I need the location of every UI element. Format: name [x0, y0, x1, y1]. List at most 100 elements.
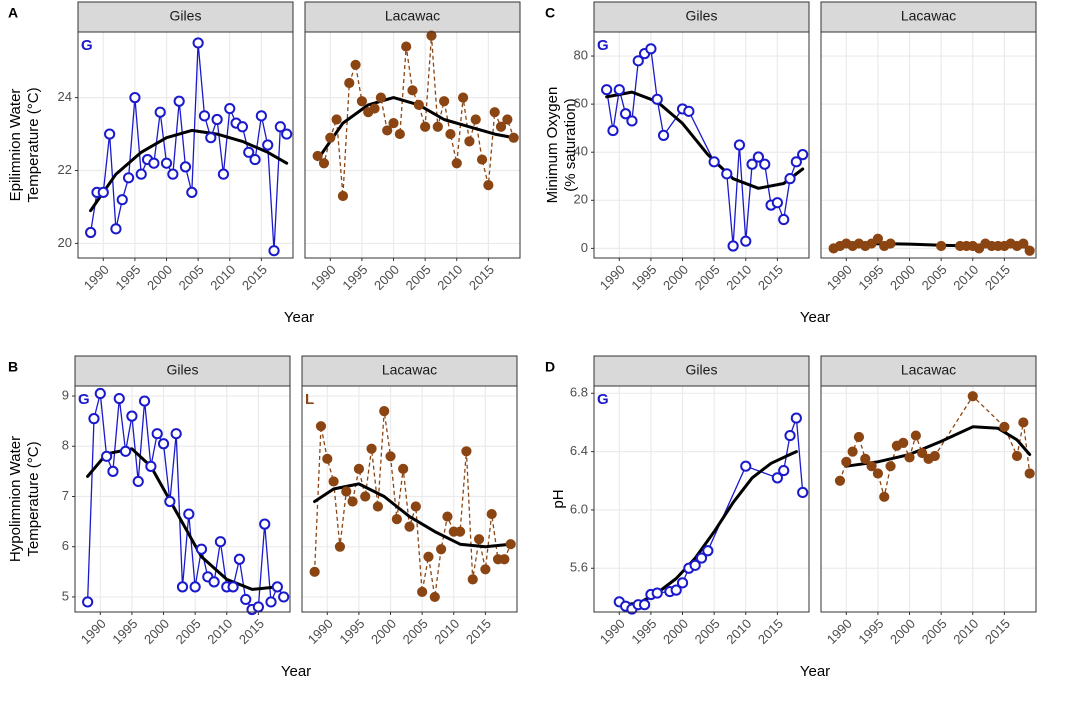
- x-tick-label: 2015: [755, 616, 786, 647]
- data-point: [917, 447, 928, 459]
- data-point: [651, 587, 663, 599]
- data-point: [236, 121, 249, 133]
- panel: [302, 386, 517, 612]
- data-point: [1024, 468, 1035, 479]
- data-point: [322, 453, 333, 464]
- y-axis-title: Hypolimnion Water: [7, 436, 24, 562]
- strip: [593, 355, 810, 387]
- data-point: [445, 128, 456, 140]
- data-point: [866, 461, 877, 472]
- data-point: [872, 468, 884, 479]
- data-point: [784, 429, 796, 442]
- data-point: [334, 541, 346, 552]
- data-point: [746, 158, 758, 170]
- data-point: [898, 437, 909, 448]
- x-tick-label: 2010: [207, 262, 238, 293]
- x-tick-label: 2015: [236, 616, 267, 647]
- data-point: [410, 501, 421, 512]
- series-line: [839, 395, 1031, 497]
- data-point: [145, 460, 157, 472]
- x-tick-label: 2010: [434, 262, 465, 293]
- data-point: [936, 240, 947, 252]
- x-tick-label: 1995: [855, 616, 886, 647]
- data-point: [486, 508, 497, 520]
- data-point: [689, 559, 701, 571]
- x-tick-label: 1990: [78, 616, 109, 647]
- data-point: [1018, 417, 1029, 428]
- data-point: [211, 113, 223, 126]
- x-tick-label: 2015: [982, 262, 1013, 293]
- data-point: [183, 508, 195, 520]
- data-point: [315, 421, 327, 432]
- x-tick-label: 1995: [336, 616, 367, 647]
- data-point: [999, 421, 1010, 432]
- data-point: [394, 128, 405, 140]
- data-point: [227, 581, 239, 593]
- strip: [593, 1, 810, 33]
- data-point: [205, 132, 217, 144]
- data-point: [375, 92, 386, 103]
- data-point: [626, 115, 638, 127]
- data-point: [104, 128, 116, 140]
- strip: [820, 1, 1037, 33]
- data-point: [904, 452, 915, 463]
- data-point: [189, 581, 201, 593]
- panel-border: [593, 31, 810, 259]
- strip-label: Giles: [170, 8, 202, 24]
- data-point: [309, 566, 320, 577]
- data-point: [872, 233, 884, 244]
- x-tick-label: 2005: [403, 262, 434, 293]
- facet-annotation: G: [597, 391, 609, 408]
- data-point: [1024, 245, 1035, 256]
- data-point: [344, 77, 355, 89]
- data-point: [224, 102, 236, 115]
- data-point: [645, 43, 657, 55]
- y-tick-label: 6.0: [570, 501, 588, 516]
- data-point: [429, 591, 440, 603]
- panel-border: [593, 385, 810, 613]
- data-point: [328, 476, 339, 487]
- data-point: [733, 139, 746, 151]
- data-point: [382, 125, 393, 136]
- panel-border: [820, 385, 1037, 613]
- data-point: [116, 194, 128, 206]
- data-point: [436, 544, 447, 555]
- data-point: [797, 149, 809, 161]
- data-point: [473, 534, 485, 545]
- data-point: [265, 596, 277, 608]
- x-tick-label: 2015: [755, 262, 786, 293]
- data-point: [495, 121, 507, 132]
- x-tick-label: 1990: [81, 262, 112, 293]
- x-tick-label: 1995: [628, 616, 659, 647]
- data-point: [470, 114, 481, 125]
- data-point: [695, 552, 708, 564]
- facet-annotation: L: [305, 391, 314, 408]
- panel: [821, 32, 1036, 258]
- data-point: [670, 584, 682, 596]
- data-point: [214, 536, 227, 548]
- data-point: [154, 106, 166, 118]
- data-point: [217, 168, 230, 180]
- data-point: [97, 186, 109, 198]
- data-point: [192, 37, 204, 49]
- data-point: [347, 496, 358, 507]
- y-axis-title: Minimum Oxygen: [544, 87, 561, 204]
- data-point: [274, 121, 286, 133]
- data-point: [676, 577, 689, 589]
- data-point: [454, 526, 466, 537]
- data-point: [119, 445, 132, 457]
- y-tick-label: 9: [62, 387, 69, 402]
- x-tick-label: 2005: [400, 616, 431, 647]
- data-point: [423, 551, 434, 562]
- panel-border: [74, 385, 291, 613]
- data-point: [312, 150, 323, 162]
- strip-label: Giles: [686, 8, 718, 24]
- x-tick-label: 1995: [855, 262, 886, 293]
- data-point: [657, 129, 670, 141]
- data-point: [135, 168, 147, 180]
- panel-border: [820, 31, 1037, 259]
- y-tick-label: 5: [62, 588, 69, 603]
- panel-label: D: [545, 359, 555, 375]
- strip: [301, 355, 518, 387]
- x-tick-label: 2000: [660, 262, 691, 293]
